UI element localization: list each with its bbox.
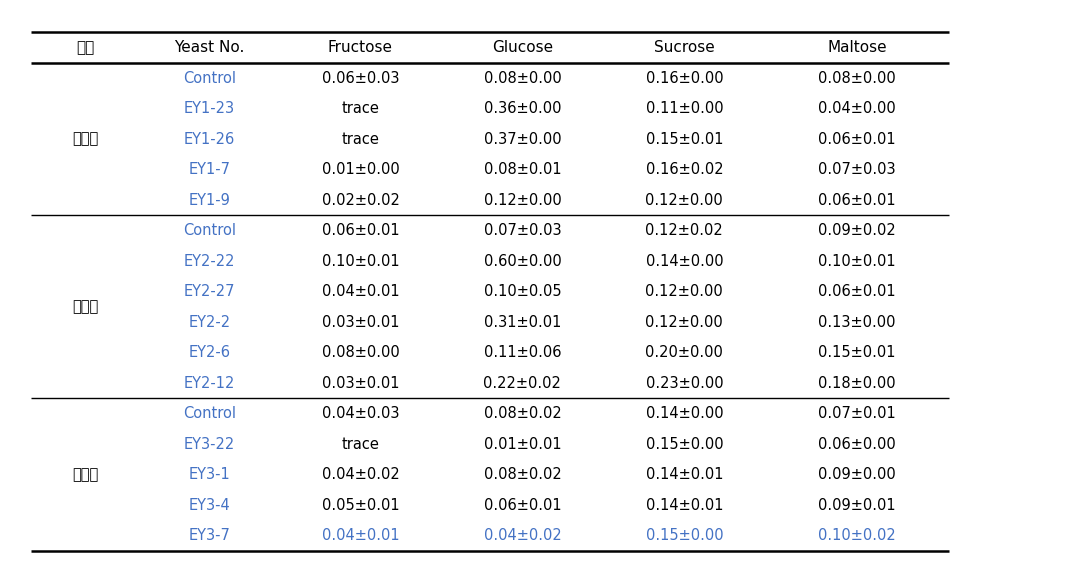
Text: 0.04±0.02: 0.04±0.02 (483, 528, 561, 543)
Text: Glucose: Glucose (492, 40, 553, 55)
Text: 0.07±0.03: 0.07±0.03 (483, 223, 561, 238)
Text: Control: Control (183, 223, 236, 238)
Text: 0.04±0.01: 0.04±0.01 (322, 284, 399, 299)
Text: EY3-4: EY3-4 (188, 498, 231, 513)
Text: 0.15±0.01: 0.15±0.01 (818, 345, 895, 360)
Text: 0.10±0.05: 0.10±0.05 (483, 284, 561, 299)
Text: EY1-9: EY1-9 (188, 193, 231, 208)
Text: EY1-26: EY1-26 (184, 132, 235, 146)
Text: 0.14±0.00: 0.14±0.00 (645, 253, 724, 269)
Text: 0.60±0.00: 0.60±0.00 (483, 253, 561, 269)
Text: 0.09±0.01: 0.09±0.01 (818, 498, 895, 513)
Text: Control: Control (183, 70, 236, 86)
Text: 0.15±0.00: 0.15±0.00 (645, 436, 724, 452)
Text: 0.01±0.01: 0.01±0.01 (483, 436, 561, 452)
Text: 0.10±0.02: 0.10±0.02 (818, 528, 897, 543)
Text: EY2-2: EY2-2 (188, 315, 231, 329)
Text: 0.12±0.00: 0.12±0.00 (645, 284, 724, 299)
Text: EY3-1: EY3-1 (188, 467, 231, 482)
Text: EY2-27: EY2-27 (184, 284, 235, 299)
Text: 0.08±0.01: 0.08±0.01 (483, 162, 561, 177)
Text: 0.08±0.00: 0.08±0.00 (483, 70, 561, 86)
Text: 0.04±0.03: 0.04±0.03 (322, 406, 399, 421)
Text: 0.09±0.00: 0.09±0.00 (818, 467, 897, 482)
Text: 0.12±0.00: 0.12±0.00 (645, 193, 724, 208)
Text: 0.31±0.01: 0.31±0.01 (484, 315, 561, 329)
Text: 0.14±0.00: 0.14±0.00 (645, 406, 724, 421)
Text: 0.11±0.00: 0.11±0.00 (645, 101, 724, 116)
Text: 0.06±0.01: 0.06±0.01 (818, 193, 895, 208)
Text: EY1-23: EY1-23 (184, 101, 235, 116)
Text: trace: trace (342, 101, 380, 116)
Text: trace: trace (342, 436, 380, 452)
Text: 0.18±0.00: 0.18±0.00 (818, 376, 895, 391)
Text: 0.04±0.02: 0.04±0.02 (322, 467, 399, 482)
Text: EY3-22: EY3-22 (184, 436, 235, 452)
Text: EY2-6: EY2-6 (188, 345, 231, 360)
Text: 겉보리: 겉보리 (72, 467, 98, 482)
Text: 0.06±0.01: 0.06±0.01 (322, 223, 399, 238)
Text: Sucrose: Sucrose (654, 40, 715, 55)
Text: EY2-22: EY2-22 (184, 253, 235, 269)
Text: 원료: 원료 (76, 40, 95, 55)
Text: Maltose: Maltose (827, 40, 887, 55)
Text: 0.09±0.02: 0.09±0.02 (818, 223, 897, 238)
Text: 0.08±0.02: 0.08±0.02 (483, 406, 561, 421)
Text: 0.23±0.00: 0.23±0.00 (645, 376, 724, 391)
Text: 0.06±0.00: 0.06±0.00 (818, 436, 897, 452)
Text: 0.08±0.00: 0.08±0.00 (818, 70, 897, 86)
Text: 0.07±0.03: 0.07±0.03 (818, 162, 895, 177)
Text: 0.08±0.00: 0.08±0.00 (322, 345, 399, 360)
Text: 0.06±0.01: 0.06±0.01 (483, 498, 561, 513)
Text: 0.05±0.01: 0.05±0.01 (322, 498, 399, 513)
Text: EY2-12: EY2-12 (184, 376, 235, 391)
Text: 0.22±0.02: 0.22±0.02 (483, 376, 561, 391)
Text: 0.01±0.00: 0.01±0.00 (322, 162, 399, 177)
Text: 0.04±0.00: 0.04±0.00 (818, 101, 897, 116)
Text: Yeast No.: Yeast No. (174, 40, 245, 55)
Text: 0.06±0.01: 0.06±0.01 (818, 132, 895, 146)
Text: 0.37±0.00: 0.37±0.00 (483, 132, 561, 146)
Text: 0.10±0.01: 0.10±0.01 (322, 253, 399, 269)
Text: 0.16±0.02: 0.16±0.02 (645, 162, 724, 177)
Text: 0.12±0.00: 0.12±0.00 (483, 193, 561, 208)
Text: 0.15±0.00: 0.15±0.00 (645, 528, 724, 543)
Text: 0.20±0.00: 0.20±0.00 (645, 345, 724, 360)
Text: 0.03±0.01: 0.03±0.01 (322, 376, 399, 391)
Text: 0.06±0.01: 0.06±0.01 (818, 284, 895, 299)
Text: 0.02±0.02: 0.02±0.02 (322, 193, 399, 208)
Text: 0.06±0.03: 0.06±0.03 (322, 70, 399, 86)
Text: 0.14±0.01: 0.14±0.01 (645, 467, 724, 482)
Text: 0.13±0.00: 0.13±0.00 (818, 315, 895, 329)
Text: 0.12±0.00: 0.12±0.00 (645, 315, 724, 329)
Text: 0.04±0.01: 0.04±0.01 (322, 528, 399, 543)
Text: 0.15±0.01: 0.15±0.01 (645, 132, 724, 146)
Text: 0.11±0.06: 0.11±0.06 (484, 345, 561, 360)
Text: Control: Control (183, 406, 236, 421)
Text: 이양주: 이양주 (72, 132, 98, 146)
Text: 0.03±0.01: 0.03±0.01 (322, 315, 399, 329)
Text: trace: trace (342, 132, 380, 146)
Text: Fructose: Fructose (327, 40, 393, 55)
Text: 0.36±0.00: 0.36±0.00 (484, 101, 561, 116)
Text: EY3-7: EY3-7 (188, 528, 231, 543)
Text: 0.12±0.02: 0.12±0.02 (645, 223, 724, 238)
Text: 0.14±0.01: 0.14±0.01 (645, 498, 724, 513)
Text: EY1-7: EY1-7 (188, 162, 231, 177)
Text: 고구마: 고구마 (72, 299, 98, 315)
Text: 0.08±0.02: 0.08±0.02 (483, 467, 561, 482)
Text: 0.16±0.00: 0.16±0.00 (645, 70, 724, 86)
Text: 0.07±0.01: 0.07±0.01 (818, 406, 897, 421)
Text: 0.10±0.01: 0.10±0.01 (818, 253, 895, 269)
